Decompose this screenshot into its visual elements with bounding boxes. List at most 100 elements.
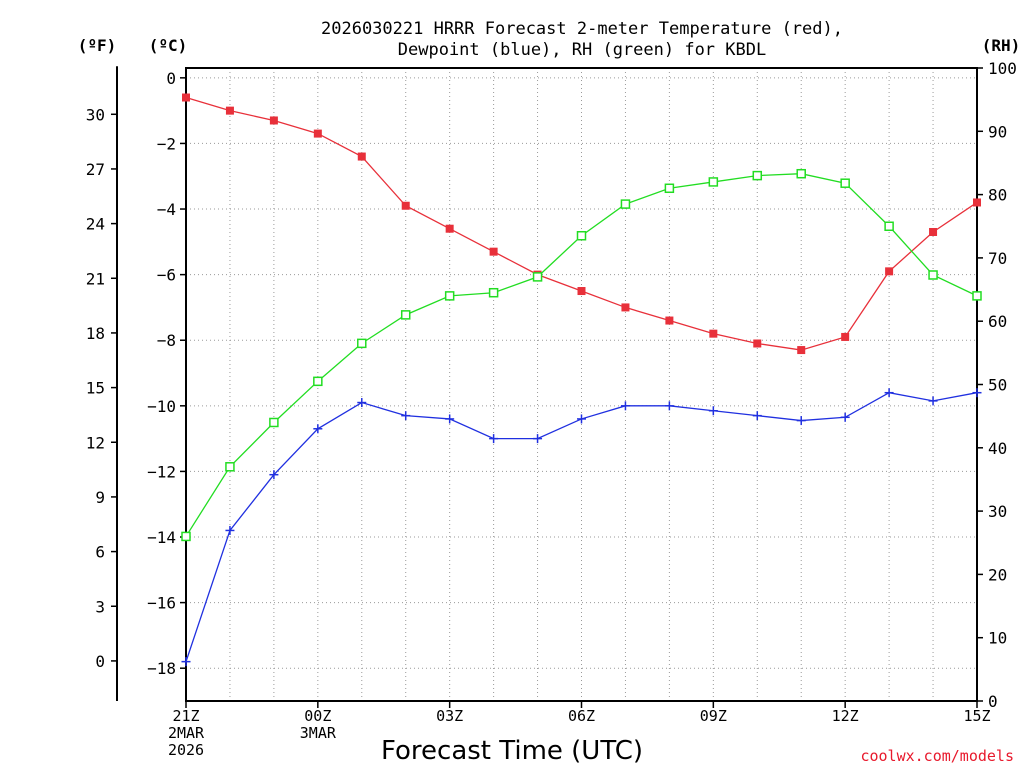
rh-point — [884, 221, 894, 231]
rh-point — [664, 183, 675, 194]
temperature-point — [401, 201, 410, 210]
fahrenheit-tick-label: 30 — [86, 105, 105, 124]
fahrenheit-tick-label: 12 — [86, 433, 105, 452]
rh-tick-label: 80 — [988, 186, 1007, 205]
dewpoint-point — [357, 398, 367, 408]
rh-tick-label: 50 — [988, 376, 1007, 395]
temperature-point — [269, 116, 278, 125]
rh-tick-label: 20 — [988, 565, 1007, 584]
rh-point — [620, 199, 631, 209]
temperature-point — [841, 332, 850, 341]
temperature-point — [797, 346, 806, 355]
temperature-point — [313, 129, 322, 138]
celsius-tick-label: −4 — [157, 200, 176, 219]
celsius-tick-label: −10 — [147, 397, 176, 416]
temperature-point — [182, 93, 190, 102]
rh-point — [225, 462, 235, 472]
rh-tick-label: 0 — [988, 692, 998, 711]
x-tick-label: 21Z 2MAR 2026 — [168, 707, 205, 759]
dewpoint-point — [620, 401, 630, 411]
temperature-point — [621, 303, 630, 312]
temperature-point — [885, 267, 894, 276]
dewpoint-point — [752, 411, 762, 421]
dewpoint-point — [708, 406, 718, 416]
chart-title-line-1: 2026030221 HRRR Forecast 2-meter Tempera… — [321, 19, 843, 39]
chart-title-line-2: Dewpoint (blue), RH (green) for KBDL — [398, 40, 766, 60]
celsius-tick-label: −16 — [147, 594, 176, 613]
dewpoint-point — [533, 434, 543, 444]
fahrenheit-tick-label: 0 — [95, 652, 105, 671]
rh-point — [400, 310, 411, 320]
rh-point — [181, 531, 191, 542]
rh-point — [488, 287, 499, 298]
celsius-unit-label: (ºC) — [149, 36, 188, 55]
rh-unit-label: (RH) — [982, 36, 1021, 55]
temperature-point — [489, 247, 498, 256]
dewpoint-point — [972, 388, 982, 398]
temperature-point — [445, 224, 454, 233]
dewpoint-point — [225, 525, 235, 535]
celsius-tick-label: −2 — [157, 134, 176, 153]
dewpoint-point — [489, 434, 499, 444]
rh-point — [796, 168, 806, 179]
celsius-tick-label: −18 — [147, 659, 176, 678]
dewpoint-point — [401, 411, 411, 421]
dewpoint-point — [313, 424, 323, 434]
rh-tick-label: 70 — [988, 249, 1007, 268]
rh-point — [269, 417, 279, 428]
rh-tick-label: 100 — [988, 59, 1017, 78]
fahrenheit-tick-label: 15 — [86, 379, 105, 398]
dewpoint-point — [181, 657, 191, 667]
rh-point — [928, 270, 938, 280]
dewpoint-point — [928, 396, 938, 406]
rh-point — [357, 338, 367, 349]
data-series — [181, 93, 982, 667]
rh-point — [444, 291, 455, 301]
rh-tick-label: 60 — [988, 312, 1007, 331]
rh-tick-label: 40 — [988, 439, 1007, 458]
source-credit: coolwx.com/models — [860, 747, 1014, 765]
celsius-tick-label: −8 — [157, 331, 176, 350]
fahrenheit-tick-label: 18 — [86, 324, 105, 343]
celsius-tick-label: −12 — [147, 462, 176, 481]
gridlines — [186, 68, 977, 701]
celsius-tick-label: 0 — [166, 69, 176, 88]
temperature-point — [753, 339, 762, 348]
x-tick-label: 15Z — [963, 707, 990, 725]
rh-point — [313, 376, 323, 387]
temperature-point — [357, 152, 366, 161]
fahrenheit-tick-label: 3 — [95, 597, 105, 616]
x-tick-label: 03Z — [436, 707, 463, 725]
x-tick-label: 00Z 3MAR — [300, 707, 337, 742]
dewpoint-point — [445, 414, 455, 424]
temperature-point — [929, 227, 938, 236]
celsius-tick-label: −14 — [147, 528, 176, 547]
dewpoint-point — [840, 412, 850, 422]
temperature-point — [225, 106, 234, 115]
x-axis-label: Forecast Time (UTC) — [381, 736, 643, 766]
temperature-point — [709, 329, 718, 338]
rh-tick-label: 10 — [988, 629, 1007, 648]
fahrenheit-unit-label: (ºF) — [78, 36, 117, 55]
temperature-point — [665, 316, 674, 325]
dewpoint-point — [796, 416, 806, 426]
fahrenheit-tick-label: 9 — [95, 488, 105, 507]
rh-point — [708, 177, 719, 187]
rh-point — [532, 272, 543, 282]
fahrenheit-tick-label: 21 — [86, 269, 105, 288]
dewpoint-point — [269, 470, 279, 480]
x-axis-ticks: 21Z 2MAR 2026 00Z 3MAR 03Z 06Z 09Z 12Z 15Z — [168, 701, 991, 759]
rh-tick-label: 30 — [988, 502, 1007, 521]
temperature-point — [577, 287, 586, 296]
fahrenheit-tick-label: 6 — [95, 543, 105, 562]
rh-point — [972, 291, 982, 301]
rh-point — [840, 178, 850, 188]
rh-point — [576, 230, 587, 241]
dewpoint-point — [884, 388, 894, 398]
dewpoint-point — [577, 414, 586, 424]
x-tick-label: 12Z — [832, 707, 859, 725]
axes: 0−2−4−6−8−10−12−14−16−183027242118151296… — [86, 59, 1017, 711]
temperature-point — [973, 198, 981, 207]
rh-point — [752, 170, 763, 181]
